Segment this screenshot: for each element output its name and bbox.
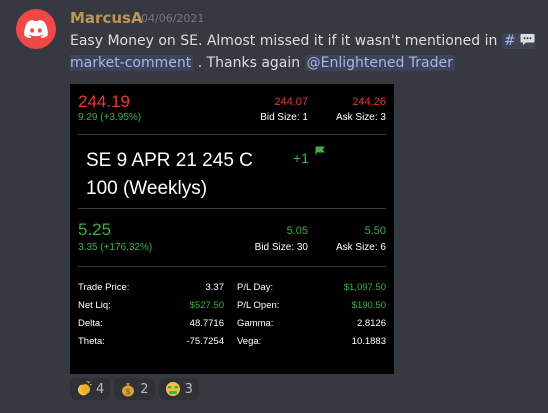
net-liq-label: Net Liq: <box>78 300 111 311</box>
option-change: 3.35 (+176.32%) <box>78 242 153 253</box>
money-mouth-face-icon <box>165 382 180 396</box>
pl-open-label: P/L Open: <box>237 300 280 311</box>
reaction-count: 3 <box>184 381 193 397</box>
divider <box>78 134 386 135</box>
option-ask: 5.50 <box>364 225 386 237</box>
channel-name: market-comment <box>70 55 192 71</box>
underlying-last-price: 244.19 <box>78 92 130 111</box>
timestamp: 04/06/2021 <box>141 12 205 25</box>
underlying-ask: 244.26 <box>352 96 386 108</box>
net-liq-value: $527.50 <box>189 300 224 311</box>
reaction-money-bag[interactable]: $ 2 <box>114 378 155 400</box>
position-quantity: +1 <box>293 150 309 166</box>
contract-description-line1: SE 9 APR 21 245 C <box>86 150 253 171</box>
pl-day-value: $1,097.50 <box>343 282 386 293</box>
pl-day-label: P/L Day: <box>237 282 274 293</box>
trade-price-value: 3.37 <box>205 282 225 293</box>
theta-label: Theta: <box>78 336 105 347</box>
message-content: Easy Money on SE. Almost missed it if it… <box>70 30 540 74</box>
underlying-bid-size: Bid Size: 1 <box>260 112 308 123</box>
position-card[interactable]: 244.19 9.29 (+3.95%) 244.07 244.26 Bid S… <box>70 84 394 374</box>
option-bid: 5.05 <box>286 225 308 237</box>
option-bid-size: Bid Size: 30 <box>254 242 308 253</box>
underlying-ask-size: Ask Size: 3 <box>335 112 386 123</box>
gamma-value: 2.8126 <box>356 318 386 329</box>
gamma-label: Gamma: <box>237 318 274 329</box>
message-text-middle: . Thanks again <box>193 55 305 71</box>
delta-value: 48.7716 <box>189 318 224 329</box>
contract-description-line2: 100 (Weeklys) <box>86 178 208 199</box>
vega-value: 10.1883 <box>351 336 386 347</box>
discord-logo-icon <box>24 20 48 38</box>
vega-label: Vega: <box>237 336 262 347</box>
pl-open-value: $190.50 <box>351 300 386 311</box>
delta-label: Delta: <box>78 318 103 329</box>
clap-icon <box>77 381 92 396</box>
underlying-bid: 244.07 <box>274 96 308 108</box>
flag-icon <box>315 146 325 155</box>
theta-value: -75.7254 <box>186 336 224 347</box>
message-text: Easy Money on SE. Almost missed it if it… <box>70 33 502 49</box>
reaction-clap[interactable]: 4 <box>70 378 111 400</box>
speech-bubble-icon <box>520 34 535 45</box>
username[interactable]: MarcusA <box>70 9 143 27</box>
option-ask-size: Ask Size: 6 <box>335 242 386 253</box>
reaction-count: 4 <box>96 381 105 397</box>
money-bag-icon: $ <box>122 383 135 397</box>
underlying-change: 9.29 (+3.95%) <box>78 112 142 123</box>
trade-price-label: Trade Price: <box>78 282 130 293</box>
avatar[interactable] <box>16 9 56 49</box>
reaction-money-mouth[interactable]: 3 <box>158 378 199 400</box>
user-mention[interactable]: @Enlightened Trader <box>304 55 455 71</box>
reactions: 4 $ 2 3 <box>70 378 199 400</box>
option-last-price: 5.25 <box>78 220 112 239</box>
divider <box>78 266 386 267</box>
svg-text:$: $ <box>126 387 131 396</box>
channel-hash-icon: # <box>503 33 516 49</box>
reaction-count: 2 <box>140 381 149 397</box>
divider <box>78 208 386 209</box>
